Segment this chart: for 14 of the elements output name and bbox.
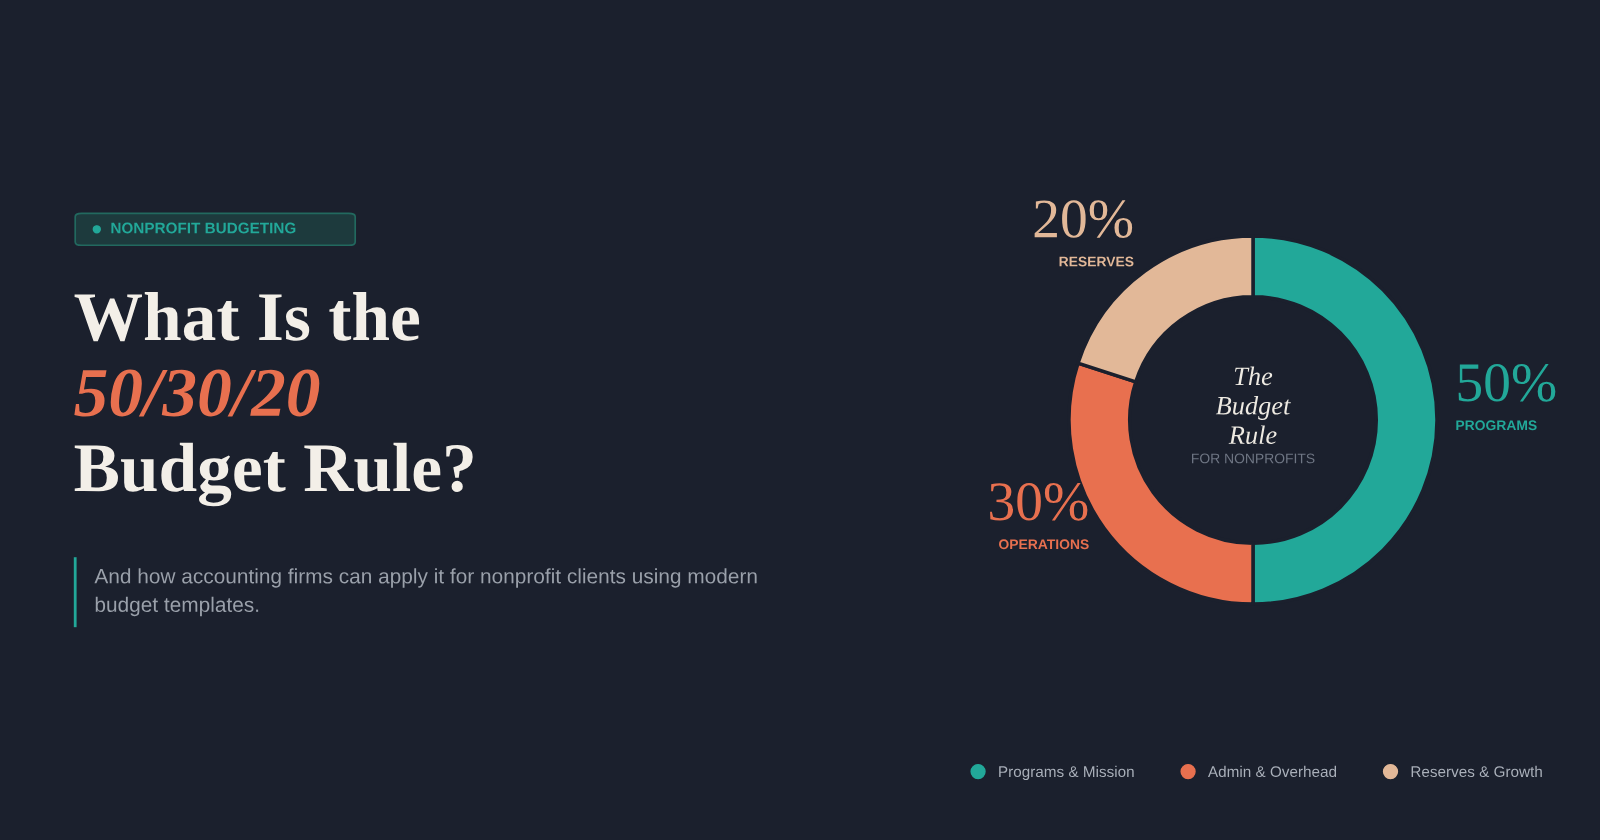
legend-label: Reserves & Growth — [1411, 765, 1542, 778]
text: OPERATIONS — [999, 539, 1089, 550]
text: FOR NONPROFITS — [1192, 453, 1315, 464]
legend-label: Admin & Overhead — [1207, 765, 1337, 778]
data-label: 50% — [1458, 364, 1556, 402]
text: The Budget Rule — [1215, 366, 1291, 445]
text: And how accounting firms can apply it for nonprofit clients using modern budget templates. — [94, 568, 757, 617]
text: RESERVES — [1059, 256, 1134, 267]
legend-label: Programs & Mission — [999, 765, 1134, 781]
data-label: 30% — [990, 482, 1088, 521]
data-label: 20% — [1034, 200, 1133, 238]
text: What Is the 50/30/20 Budget Rule? — [74, 291, 473, 507]
text: NONPROFIT BUDGETING — [111, 222, 296, 234]
text: PROGRAMS — [1456, 420, 1537, 431]
